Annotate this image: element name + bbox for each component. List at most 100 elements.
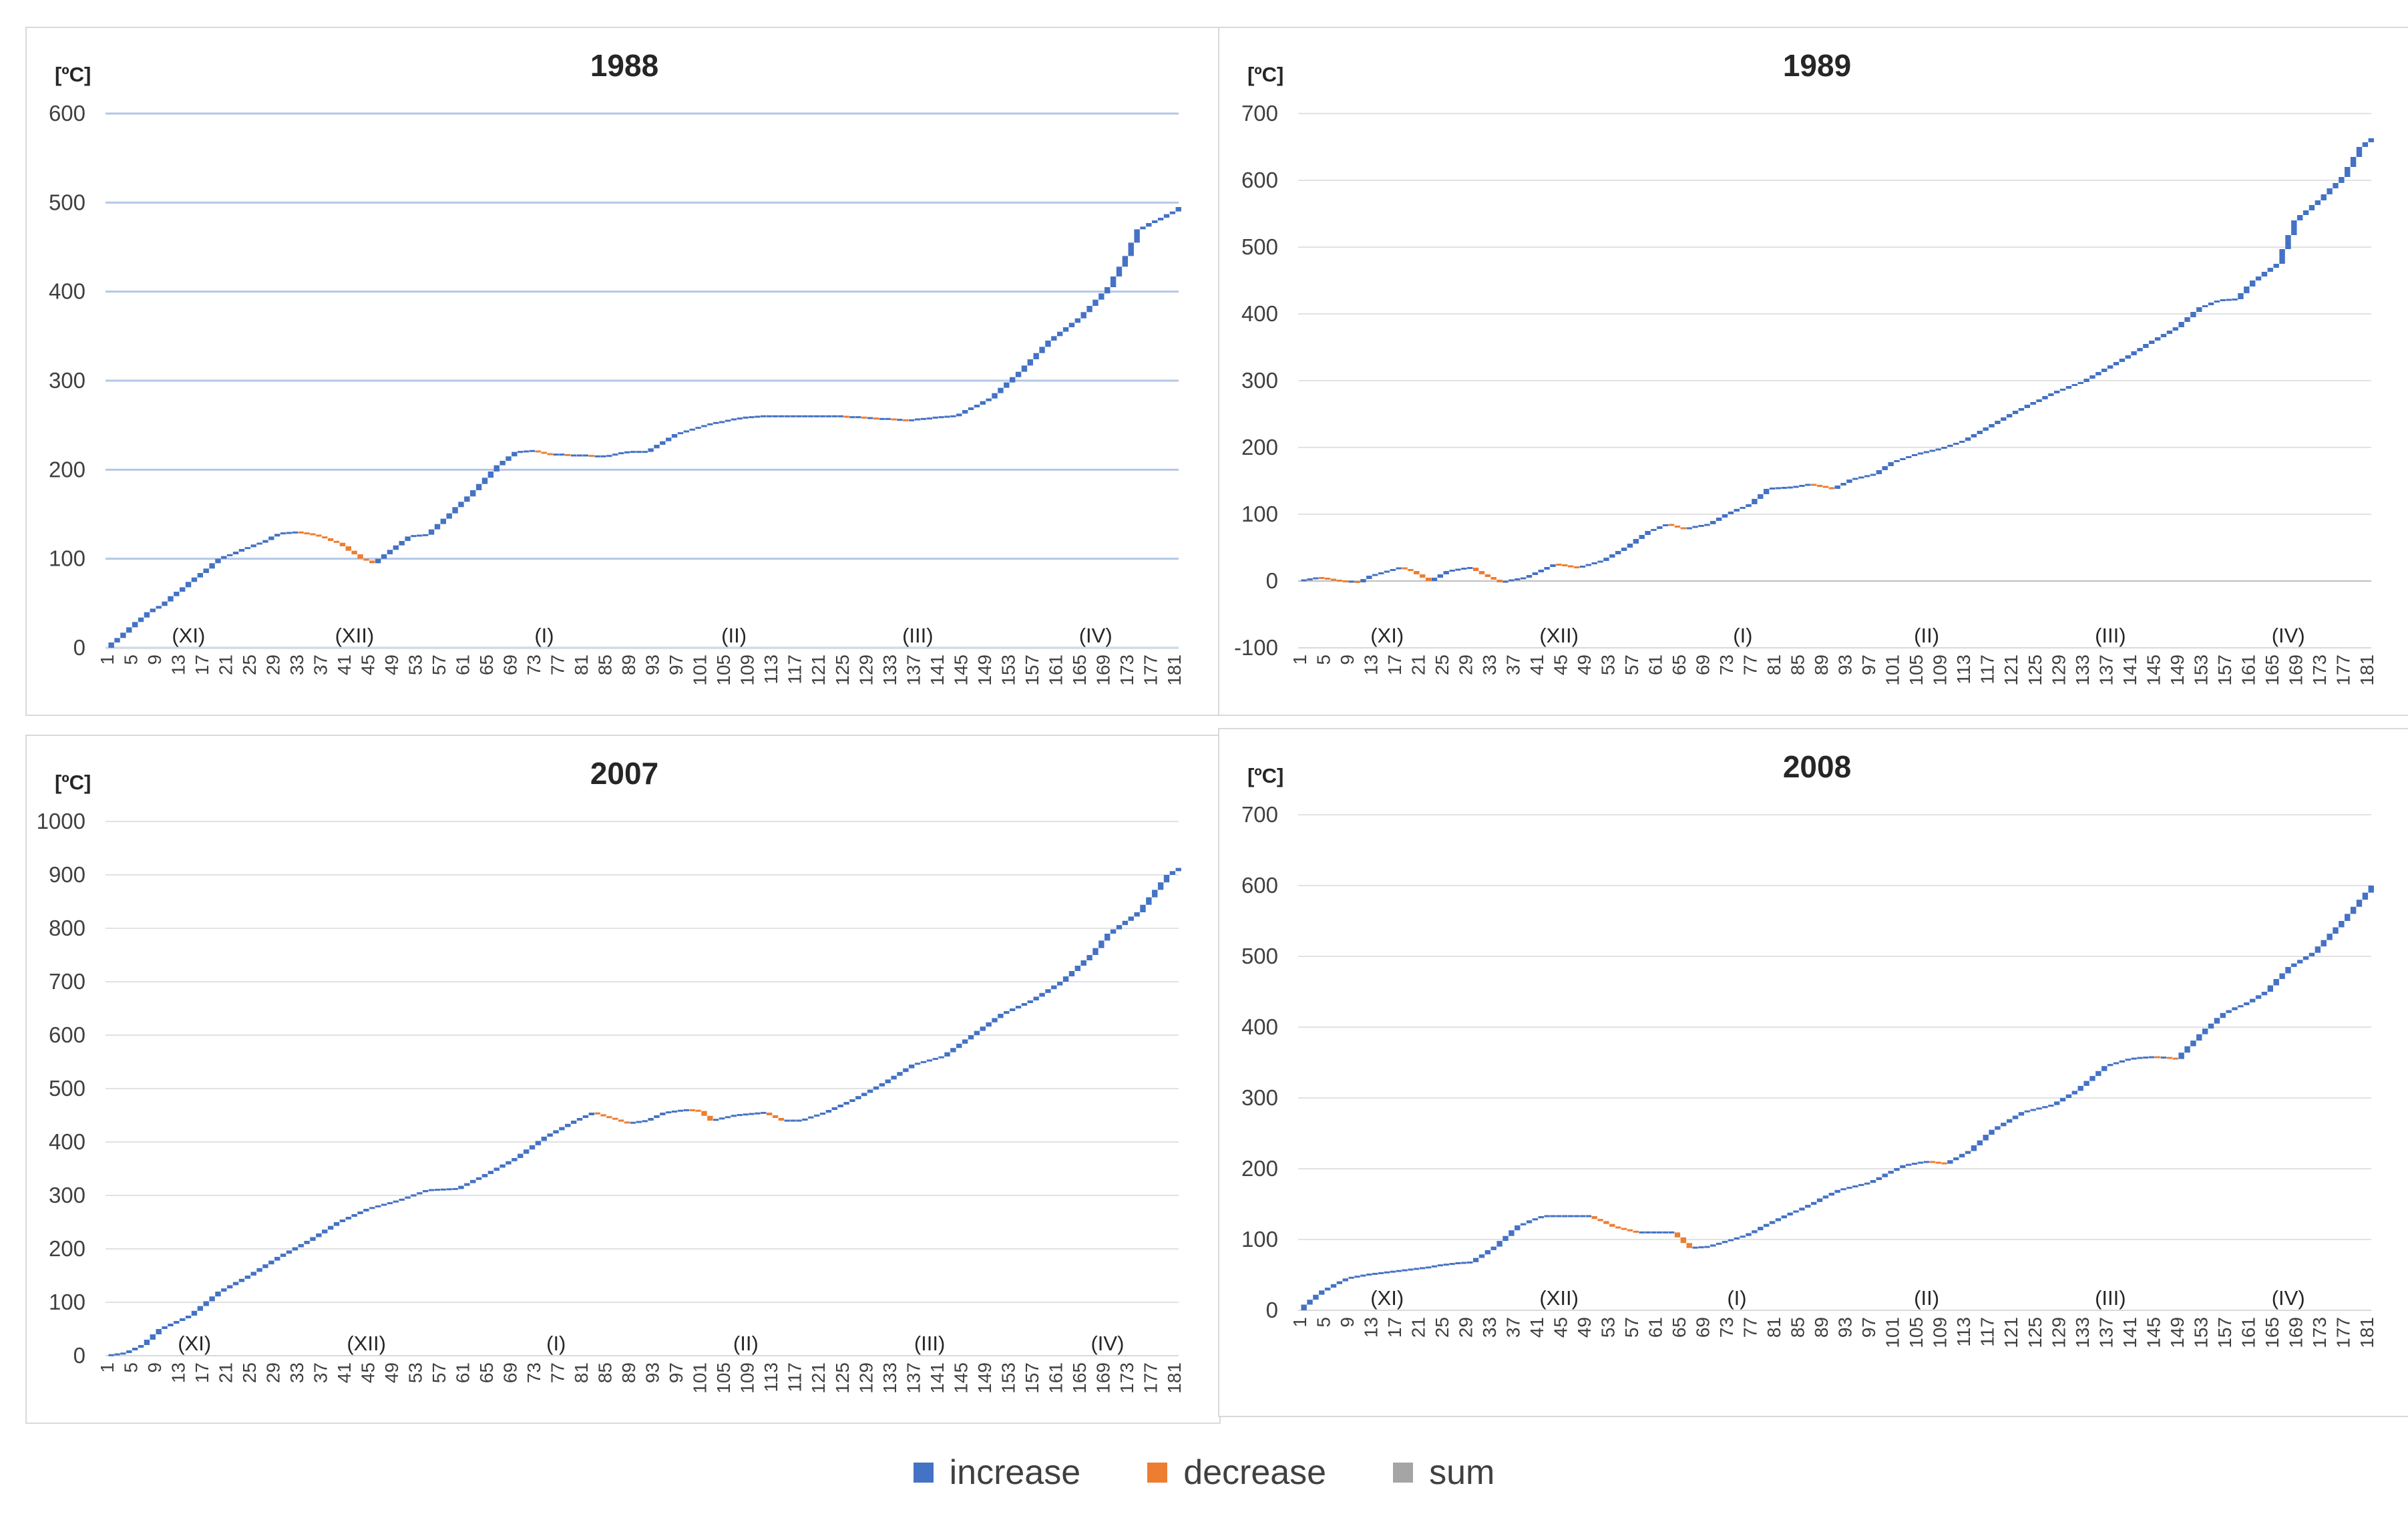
- x-tick-label: 49: [381, 1362, 402, 1383]
- increase-bar: [1520, 1223, 1527, 1225]
- increase-bar: [1330, 1284, 1337, 1288]
- increase-bar: [2131, 1057, 2137, 1060]
- increase-bar: [654, 445, 660, 449]
- increase-bar: [1799, 485, 1805, 487]
- increase-bar: [215, 558, 221, 564]
- x-tick-label: 177: [1140, 1362, 1161, 1394]
- increase-bar: [529, 1145, 536, 1150]
- increase-bar: [168, 596, 174, 602]
- increase-bar: [986, 398, 992, 401]
- increase-bar: [570, 1121, 577, 1124]
- increase-bar: [1496, 1241, 1502, 1247]
- increase-bar: [2160, 334, 2167, 337]
- x-tick-label: 37: [310, 654, 331, 675]
- increase-bar: [1663, 524, 1669, 526]
- x-tick-label: 157: [1022, 1362, 1042, 1394]
- x-tick-label: 25: [1432, 1317, 1452, 1338]
- increase-bar: [761, 415, 767, 417]
- y-tick-label: 0: [1266, 568, 1278, 593]
- x-tick-label: 45: [1550, 1317, 1571, 1338]
- increase-bar: [351, 1214, 357, 1217]
- increase-bar: [499, 1164, 506, 1168]
- decrease-bar: [1330, 578, 1337, 581]
- month-label: (XII): [1539, 624, 1579, 647]
- increase-bar: [1698, 525, 1704, 527]
- x-tick-label: 89: [618, 654, 639, 675]
- month-label: (IV): [1079, 624, 1113, 647]
- increase-bar: [1092, 948, 1098, 955]
- increase-bar: [244, 547, 251, 550]
- increase-bar: [1532, 1218, 1539, 1221]
- increase-bar: [1965, 437, 1971, 441]
- increase-bar: [2137, 348, 2143, 351]
- increase-bar: [867, 417, 873, 419]
- increase-bar: [2327, 188, 2333, 194]
- increase-bar: [1953, 1157, 1959, 1161]
- increase-bar: [636, 451, 642, 453]
- increase-bar: [2238, 1005, 2244, 1008]
- increase-bar: [1086, 306, 1092, 313]
- increase-bar: [1639, 535, 1645, 539]
- increase-bar: [2089, 375, 2095, 379]
- increase-bar: [434, 1189, 441, 1191]
- increase-bar: [1128, 242, 1134, 256]
- month-label: (III): [2095, 1286, 2126, 1310]
- month-label: (I): [1727, 1286, 1746, 1310]
- increase-bar: [2208, 1023, 2214, 1029]
- increase-bar: [535, 1141, 542, 1145]
- increase-bar: [1758, 494, 1764, 499]
- x-tick-label: 145: [950, 1362, 971, 1394]
- x-tick-label: 9: [1337, 654, 1358, 665]
- increase-bar: [138, 1345, 144, 1348]
- increase-bar: [132, 622, 138, 628]
- increase-bar: [506, 456, 512, 461]
- increase-bar: [1425, 1266, 1432, 1269]
- increase-bar: [2255, 995, 2262, 999]
- x-tick-label: 157: [2214, 654, 2235, 686]
- increase-bar: [576, 454, 583, 457]
- increase-bar: [2190, 312, 2196, 317]
- increase-bar: [1163, 875, 1170, 883]
- decrease-bar: [707, 1115, 713, 1121]
- decrease-bar: [363, 558, 369, 561]
- increase-bar: [1900, 458, 1906, 460]
- decrease-bar: [695, 1109, 701, 1112]
- increase-bar: [725, 1116, 731, 1119]
- x-tick-label: 133: [2072, 654, 2093, 686]
- increase-bar: [405, 1196, 411, 1199]
- increase-bar: [1021, 1003, 1028, 1006]
- increase-bar: [819, 1113, 826, 1115]
- increase-bar: [179, 587, 186, 592]
- x-tick-label: 69: [1693, 654, 1714, 675]
- decrease-bar: [535, 450, 542, 453]
- increase-bar: [944, 1052, 950, 1057]
- increase-bar: [2125, 1059, 2131, 1061]
- increase-bar: [523, 450, 530, 453]
- x-tick-label: 105: [1906, 654, 1927, 686]
- increase-bar: [422, 1190, 429, 1193]
- increase-bar: [1068, 323, 1075, 327]
- increase-bar: [1579, 1215, 1586, 1217]
- increase-bar: [1467, 1261, 1473, 1264]
- month-label: (I): [1733, 624, 1752, 647]
- increase-bar: [185, 1316, 192, 1318]
- increase-bar: [1935, 448, 1941, 451]
- decrease-bar: [316, 534, 322, 537]
- increase-bar: [1461, 568, 1467, 570]
- increase-bar: [1953, 443, 1959, 445]
- increase-bar: [1722, 514, 1728, 518]
- increase-bar: [375, 558, 381, 564]
- increase-bar: [2149, 341, 2155, 344]
- increase-bar: [304, 1241, 310, 1244]
- month-label: (II): [1914, 624, 1939, 647]
- increase-bar: [1313, 577, 1319, 580]
- x-tick-label: 101: [1882, 654, 1903, 686]
- increase-bar: [796, 415, 802, 417]
- decrease-bar: [1342, 580, 1348, 582]
- increase-bar: [1152, 220, 1158, 223]
- increase-bar: [1342, 1278, 1348, 1282]
- increase-bar: [1941, 447, 1947, 449]
- y-unit-label: [ºC]: [1247, 63, 1283, 86]
- decrease-bar: [1603, 1221, 1609, 1224]
- increase-bar: [819, 415, 826, 417]
